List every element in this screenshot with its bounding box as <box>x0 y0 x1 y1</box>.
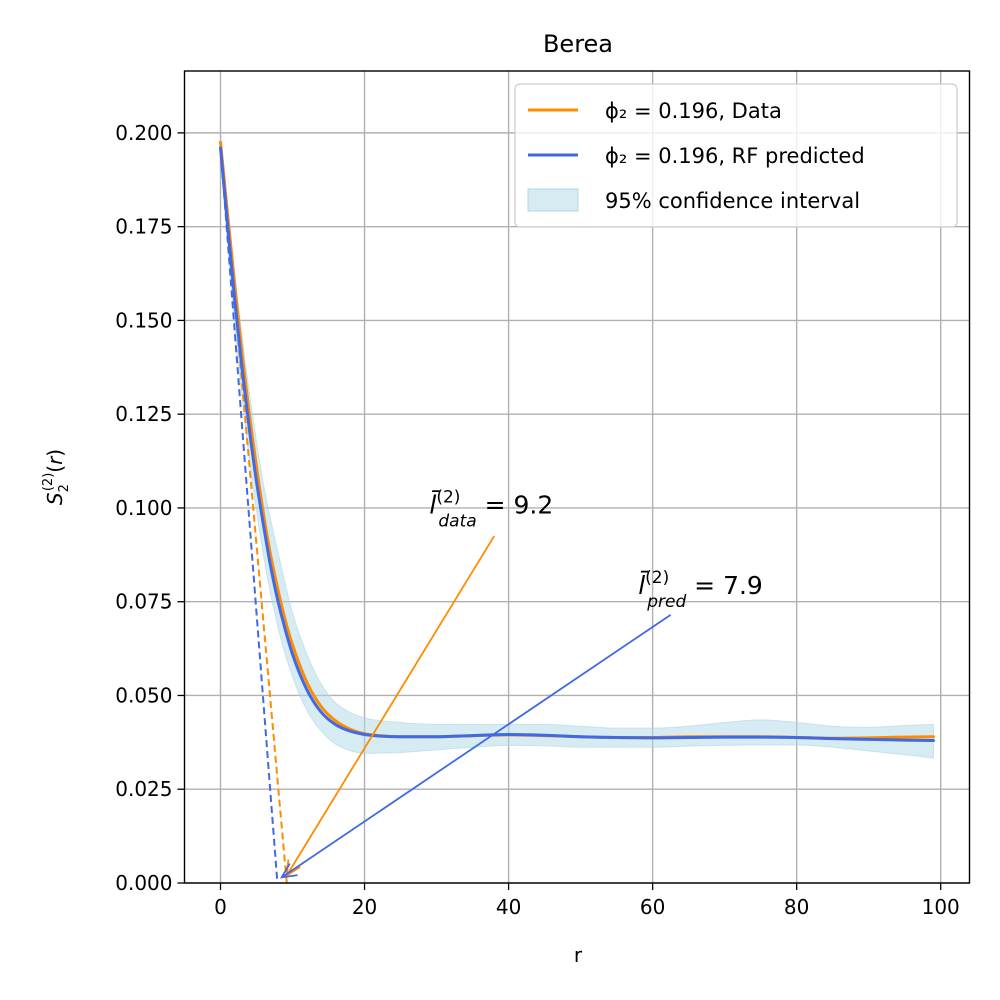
plot-frame <box>183 70 971 884</box>
y-tick-label: 0.150 <box>115 308 172 332</box>
legend-entry-label: 95% confidence interval <box>605 189 860 213</box>
confidence-band-layer <box>220 140 934 759</box>
series-layer <box>219 140 935 742</box>
legend-box <box>514 83 958 228</box>
legend: ϕ₂ = 0.196, Data ϕ₂ = 0.196, RF predicted… <box>514 83 958 228</box>
y-tick-label: 0.025 <box>115 777 172 801</box>
legend-entry-label: ϕ₂ = 0.196, Data <box>605 99 782 123</box>
x-axis-ticks: 0 20 40 60 80 100 <box>214 883 960 919</box>
y-tick-label: 0.175 <box>115 215 172 239</box>
y-tick-label: 0.100 <box>115 496 172 520</box>
annotations: l̄(2) data = 9.2 l̄(2) pred = 7.9 <box>280 488 763 879</box>
x-tick-label: 80 <box>784 895 809 919</box>
y-tick-label: 0.000 <box>115 871 172 895</box>
annotation-data-length: l̄(2) data = 9.2 <box>429 488 553 532</box>
y-tick-label: 0.125 <box>115 402 172 426</box>
y-tick-label: 0.075 <box>115 590 172 614</box>
x-axis-label: r <box>574 943 583 967</box>
annotation-arrow-head <box>280 863 298 879</box>
x-tick-label: 40 <box>496 895 521 919</box>
legend-swatch-band <box>527 188 579 212</box>
confidence-band <box>220 140 934 759</box>
y-tick-label: 0.200 <box>115 121 172 145</box>
annotation-arrow-head <box>285 859 301 878</box>
tangent-line <box>219 147 279 884</box>
annotation-arrow-shaft <box>285 535 495 876</box>
legend-entry-label: ϕ₂ = 0.196, RF predicted <box>605 144 865 168</box>
annotation-pred-length: l̄(2) pred = 7.9 <box>638 568 763 612</box>
x-tick-label: 60 <box>640 895 665 919</box>
y-axis-ticks: 0.000 0.025 0.050 0.075 0.100 0.125 0.150 0.175… <box>115 121 185 895</box>
annotation-arrow-shaft <box>281 614 672 879</box>
predicted-series-line <box>219 146 935 742</box>
x-tick-label: 100 <box>922 895 960 919</box>
x-tick-label: 20 <box>352 895 377 919</box>
y-tick-label: 0.050 <box>115 683 172 707</box>
chart-title: Berea <box>543 30 613 58</box>
y-axis-label: S2(2)(r) <box>41 449 72 505</box>
x-tick-label: 0 <box>214 895 227 919</box>
